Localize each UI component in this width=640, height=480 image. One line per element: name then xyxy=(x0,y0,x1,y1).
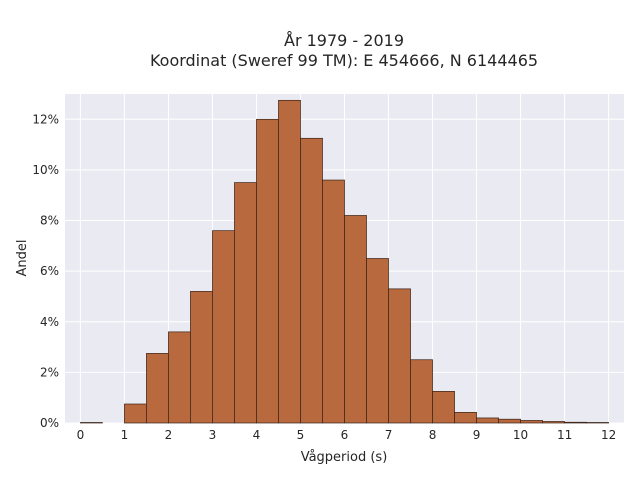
y-tick-label: 2% xyxy=(40,365,59,379)
x-axis-label: Vågperiod (s) xyxy=(301,450,388,465)
x-tick-label: 12 xyxy=(601,428,616,442)
histogram-bar-17 xyxy=(476,417,499,424)
x-tick-label: 5 xyxy=(297,428,305,442)
x-tick-label: 9 xyxy=(473,428,481,442)
y-axis-label: Andel xyxy=(15,240,30,277)
histogram-bar-2 xyxy=(146,353,169,424)
y-tick-label: 6% xyxy=(40,264,59,278)
histogram-bar-18 xyxy=(498,418,521,424)
histogram-bar-6 xyxy=(234,182,257,424)
y-tick-label: 10% xyxy=(32,163,59,177)
histogram-bar-8 xyxy=(278,99,301,424)
y-tick-label: 12% xyxy=(32,112,59,126)
y-tick-label: 4% xyxy=(40,315,59,329)
y-tick-label: 8% xyxy=(40,214,59,228)
histogram-bar-10 xyxy=(322,179,345,424)
histogram-bar-9 xyxy=(300,137,323,424)
x-tick-label: 2 xyxy=(165,428,173,442)
histogram-bar-15 xyxy=(432,391,455,424)
histogram-bar-20 xyxy=(542,421,565,424)
histogram-bar-19 xyxy=(520,420,543,424)
chart-subtitle: Koordinat (Sweref 99 TM): E 454666, N 61… xyxy=(150,51,538,70)
x-tick-label: 0 xyxy=(77,428,85,442)
x-tick-label: 10 xyxy=(513,428,528,442)
chart-title: År 1979 - 2019 xyxy=(284,31,404,50)
histogram-bar-21 xyxy=(564,421,587,424)
histogram-bar-22 xyxy=(586,422,609,424)
histogram-bar-14 xyxy=(410,359,433,424)
x-tick-label: 4 xyxy=(253,428,261,442)
x-tick-label: 1 xyxy=(121,428,129,442)
histogram-bar-1 xyxy=(124,403,147,424)
x-tick-label: 6 xyxy=(341,428,349,442)
histogram-bar-16 xyxy=(454,412,477,424)
y-axis-ticks: 0% 2% 4% 6% 8% 10% 12% xyxy=(32,112,59,430)
histogram-bar-13 xyxy=(388,288,411,424)
y-tick-label: 0% xyxy=(40,416,59,430)
x-tick-label: 11 xyxy=(557,428,572,442)
histogram-bar-5 xyxy=(212,230,235,424)
histogram-bar-11 xyxy=(344,215,367,424)
x-tick-label: 8 xyxy=(429,428,437,442)
histogram-bar-7 xyxy=(256,118,279,424)
x-axis-ticks: 0 1 2 3 4 5 6 7 8 9 10 11 12 xyxy=(77,428,617,442)
histogram-bar-4 xyxy=(190,291,213,424)
histogram-bar-12 xyxy=(366,258,389,424)
histogram-bar-3 xyxy=(168,331,191,424)
histogram-bar-0 xyxy=(80,422,103,424)
x-tick-label: 7 xyxy=(385,428,393,442)
histogram-bars xyxy=(80,99,609,424)
x-tick-label: 3 xyxy=(209,428,217,442)
